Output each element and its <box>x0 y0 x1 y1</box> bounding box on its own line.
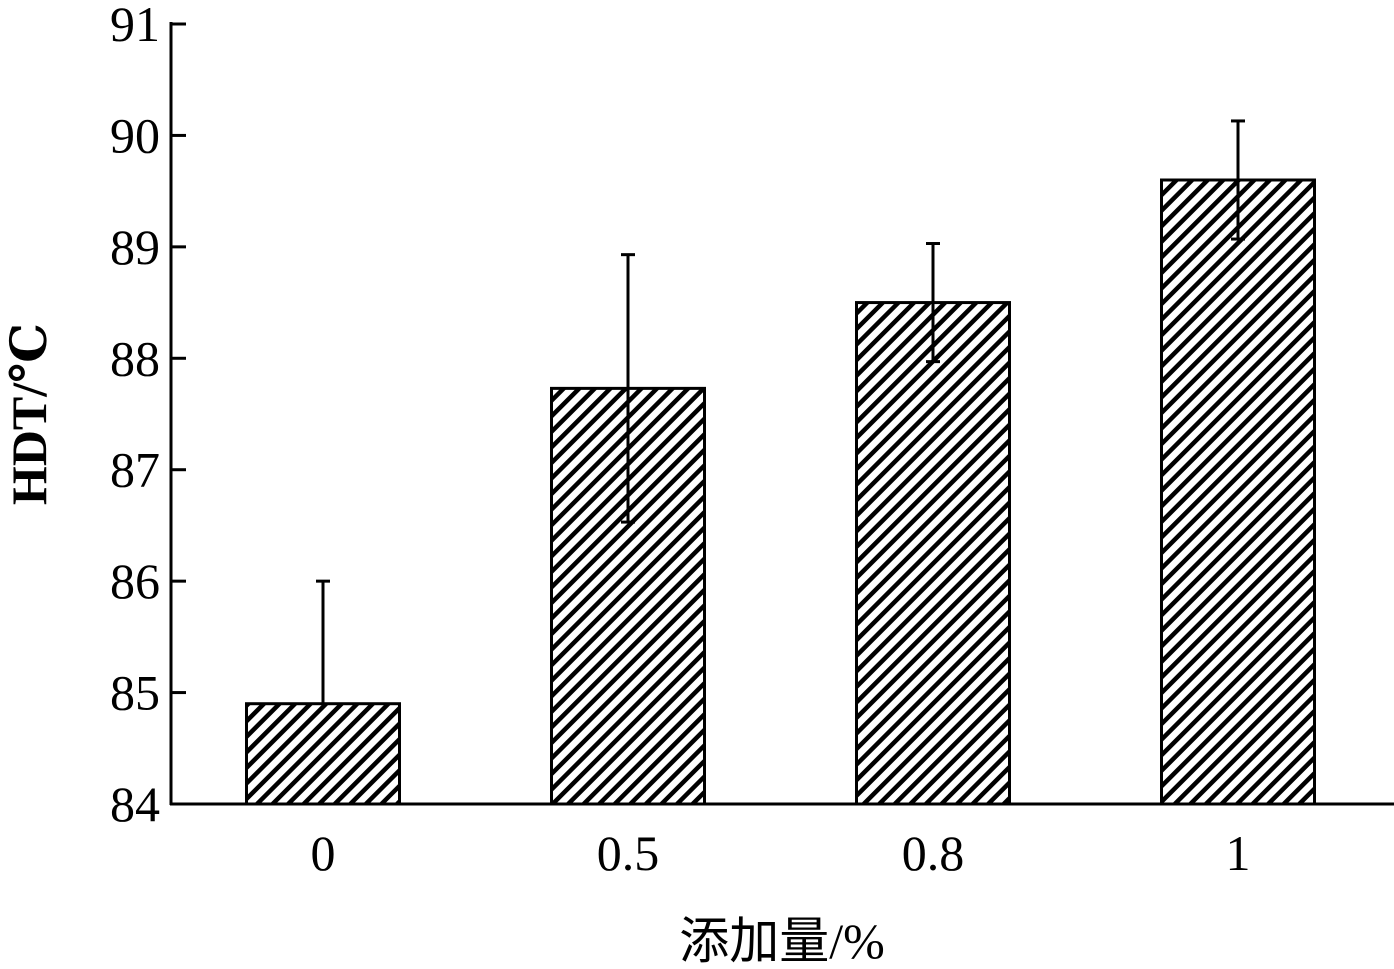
bar-1 <box>1160 178 1316 806</box>
y-tick-label-86: 86 <box>110 553 160 609</box>
y-axis-title: HDT/℃ <box>1 323 57 505</box>
x-tick-label-0: 0 <box>311 825 336 881</box>
bars <box>245 178 1316 806</box>
y-tick-label-85: 85 <box>110 665 160 721</box>
y-tick-label-87: 87 <box>110 442 160 498</box>
y-tick-label-89: 89 <box>110 219 160 275</box>
error-bars <box>316 119 1245 704</box>
y-tick-label-84: 84 <box>110 776 160 832</box>
bar-0.8 <box>855 301 1011 806</box>
x-axis-title: 添加量/% <box>679 913 885 969</box>
x-ticks: 0 0.5 0.8 1 <box>311 825 1251 881</box>
plot-area: 84 85 86 87 88 89 90 91 0 0.5 0.8 1 <box>110 0 1394 881</box>
y-tick-label-88: 88 <box>110 330 160 386</box>
axes <box>169 22 1394 806</box>
x-tick-label-0.5: 0.5 <box>597 825 660 881</box>
x-tick-label-1: 1 <box>1226 825 1251 881</box>
x-tick-label-0.8: 0.8 <box>902 825 965 881</box>
y-ticks: 84 85 86 87 88 89 90 91 <box>110 0 186 832</box>
y-tick-label-90: 90 <box>110 107 160 163</box>
y-tick-label-91: 91 <box>110 0 160 52</box>
bar-0 <box>245 702 401 806</box>
